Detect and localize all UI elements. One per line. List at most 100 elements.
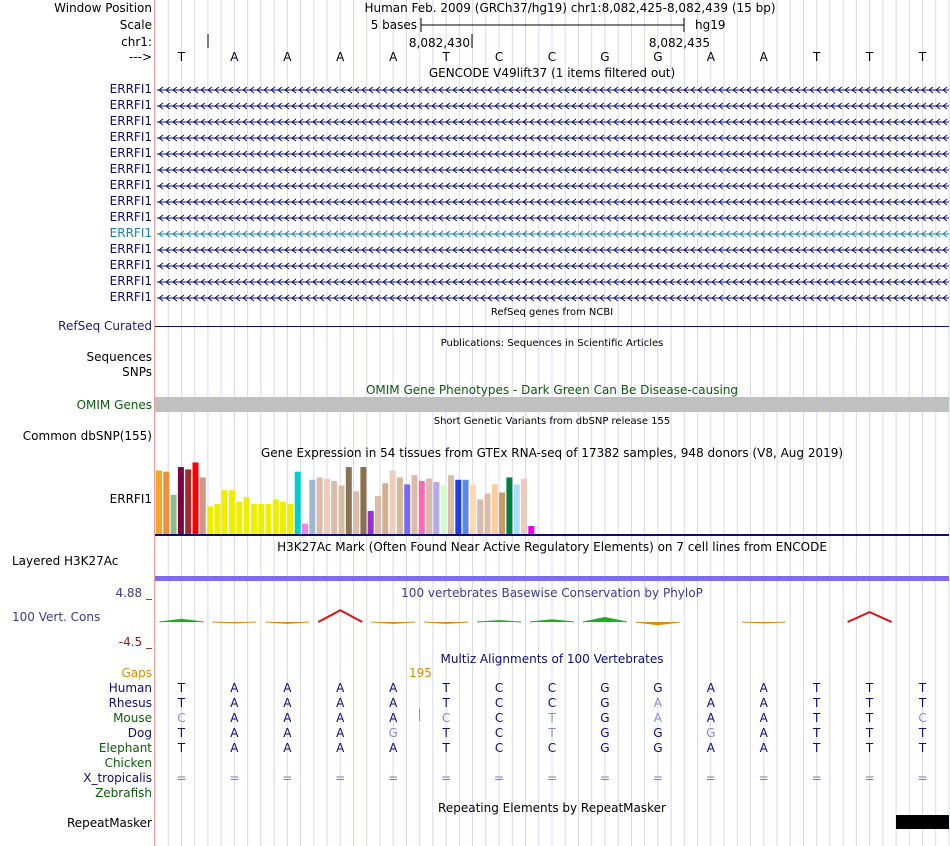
strand-arrow [221,118,227,126]
strand-arrow [718,246,724,254]
strand-arrow [893,150,899,158]
strand-arrow [424,246,430,254]
strand-arrow [900,246,906,254]
strand-arrow [368,166,374,174]
strand-arrow [816,102,822,110]
refseq-gene-line[interactable] [155,326,949,327]
multiz-species-label[interactable]: Rhesus [108,696,152,710]
strand-arrow [865,134,871,142]
strand-arrow [697,118,703,126]
h3k27ac-label[interactable]: Layered H3K27Ac [12,554,119,568]
strand-arrow [193,262,199,270]
gencode-gene-label[interactable]: ERRFI1 [109,114,152,128]
strand-arrow [417,150,423,158]
phylop-chart[interactable] [155,600,949,650]
strand-arrow [585,214,591,222]
multiz-base: = [229,771,240,785]
strand-arrow [207,246,213,254]
strand-arrow [319,262,325,270]
gencode-gene-tracks[interactable] [155,80,949,304]
multiz-species-label[interactable]: Dog [127,726,152,740]
strand-arrow [711,86,717,94]
gencode-gene-label[interactable]: ERRFI1 [109,194,152,208]
strand-arrow [179,214,185,222]
gencode-gene-label[interactable]: ERRFI1 [109,290,152,304]
sequence-base: T [865,50,874,64]
strand-arrow [221,262,227,270]
strand-arrow [641,278,647,286]
gencode-gene-label[interactable]: ERRFI1 [109,146,152,160]
multiz-base: A [283,696,292,710]
strand-arrow [494,198,500,206]
strand-arrow [382,182,388,190]
multiz-base: = [441,771,452,785]
ruler[interactable] [200,30,700,50]
strand-arrow [193,294,199,302]
strand-arrow [186,198,192,206]
multiz-species-label[interactable]: Elephant [98,741,152,755]
snps-label[interactable]: SNPs [122,365,152,379]
strand-arrow [858,198,864,206]
strand-arrow [928,230,934,238]
strand-arrow [543,150,549,158]
h3k27ac-signal[interactable] [155,576,949,581]
strand-arrow [333,294,339,302]
strand-arrow [389,230,395,238]
multiz-species-label[interactable]: Chicken [104,756,152,770]
strand-arrow [802,230,808,238]
refseq-label[interactable]: RefSeq Curated [58,319,152,333]
strand-arrow [907,86,913,94]
strand-arrow [935,102,941,110]
gencode-gene-label[interactable]: ERRFI1 [109,162,152,176]
gencode-gene-label[interactable]: ERRFI1 [109,242,152,256]
gencode-gene-label[interactable]: ERRFI1 [109,98,152,112]
multiz-species-label[interactable]: Human [108,681,152,695]
phylop-score-mark [477,620,522,623]
strand-arrow [704,166,710,174]
strand-arrow [837,230,843,238]
strand-arrow [753,278,759,286]
gtex-chart[interactable] [155,459,949,537]
gencode-gene-label[interactable]: ERRFI1 [109,274,152,288]
strand-arrow [837,134,843,142]
strand-arrow [326,166,332,174]
strand-arrow [375,262,381,270]
strand-arrow [263,198,269,206]
strand-arrow [739,150,745,158]
strand-arrow [655,118,661,126]
strand-arrow [571,246,577,254]
gencode-gene-label[interactable]: ERRFI1 [109,210,152,224]
strand-arrow [221,86,227,94]
strand-arrow [921,198,927,206]
gencode-gene-label[interactable]: ERRFI1 [109,178,152,192]
gtex-tissue-bar [433,482,440,534]
strand-arrow [186,278,192,286]
repeatmasker-label[interactable]: RepeatMasker [66,816,152,830]
sequences-label[interactable]: Sequences [86,350,152,364]
omim-label[interactable]: OMIM Genes [76,398,152,412]
phylop-label[interactable]: 100 Vert. Cons [12,610,101,624]
gtex-label[interactable]: ERRFI1 [109,492,152,506]
gencode-gene-label[interactable]: ERRFI1 [109,82,152,96]
strand-arrow [627,134,633,142]
strand-arrow [795,86,801,94]
gencode-gene-label[interactable]: ERRFI1 [109,130,152,144]
strand-arrow [501,294,507,302]
strand-arrow [466,262,472,270]
multiz-species-label[interactable]: Zebrafish [95,786,152,800]
strand-arrow [732,86,738,94]
dbsnp-label[interactable]: Common dbSNP(155) [22,429,152,443]
gencode-gene-label[interactable]: ERRFI1 [109,226,152,240]
strand-arrow [753,86,759,94]
repeatmasker-element[interactable] [896,815,949,829]
multiz-species-label[interactable]: Mouse [113,711,152,725]
gencode-gene-label[interactable]: ERRFI1 [109,258,152,272]
multiz-species-label[interactable]: X_tropicalis [83,771,152,785]
strand-arrow [305,118,311,126]
assembly-position[interactable]: Human Feb. 2009 (GRCh37/hg19) chr1:8,082… [364,1,776,15]
gtex-tissue-bar [440,485,447,534]
omim-bar[interactable] [155,397,949,412]
strand-arrow [683,102,689,110]
strand-arrow [620,198,626,206]
strand-arrow [424,102,430,110]
